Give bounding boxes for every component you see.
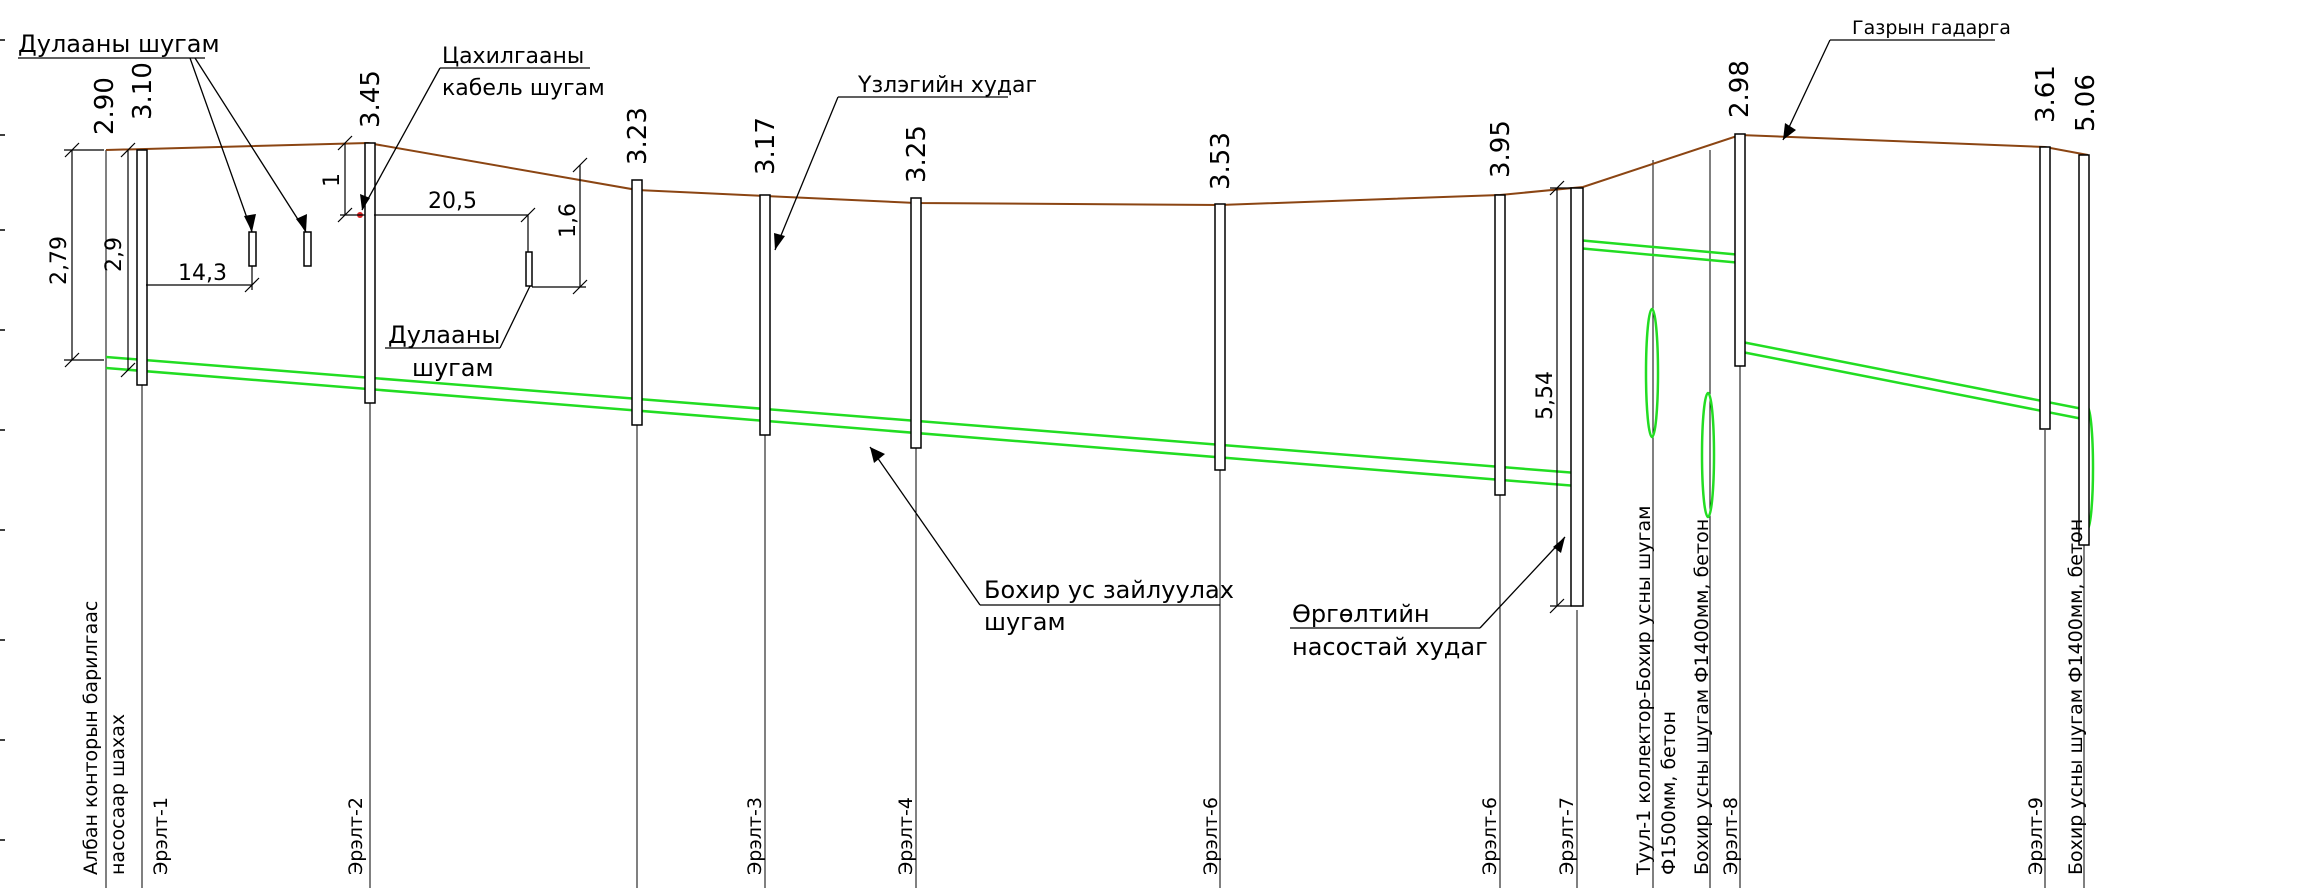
callout-inspection-well: Үзлэгийн худаг <box>857 73 1037 98</box>
callout-leaders <box>18 39 1995 629</box>
elevation-label: 3.17 <box>751 117 781 175</box>
elevation-label: 2.90 <box>90 77 120 135</box>
column-label: Бохир усны шугам Ф1400мм, бетон <box>2065 519 2087 875</box>
dimension-text: 2,79 <box>47 236 72 285</box>
column-label: Эрэлт-6 <box>1200 797 1222 875</box>
callout-arrowheads <box>244 123 1796 553</box>
callout-ground-surface: Газрын гадарга <box>1852 17 2011 39</box>
elevation-label: 3.25 <box>902 125 932 183</box>
left-border-ticks <box>0 39 5 841</box>
callout-sewer-line1: Бохир ус зайлуулах <box>984 576 1234 604</box>
dimension-text: 2,9 <box>102 237 127 272</box>
column-label: Албан конторын барилгаас <box>80 601 102 875</box>
dimension-text: 14,3 <box>178 261 227 286</box>
dimension-text: 5,54 <box>1533 371 1558 420</box>
dimension-lines <box>64 135 1572 614</box>
column-label: Ф1500мм, бетон <box>1658 711 1680 875</box>
elevation-label: 3.10 <box>128 62 158 120</box>
column-label: Туул-1 коллектор-Бохир усны шугам <box>1633 506 1655 876</box>
elevation-label: 3.95 <box>1486 120 1516 178</box>
manhole-wells <box>136 133 2090 607</box>
elevation-label: 3.45 <box>356 70 386 128</box>
heat-pipe-markers <box>248 231 533 287</box>
callout-telecom-line2: кабель шугам <box>442 76 605 101</box>
dimension-text: 1,6 <box>556 203 581 238</box>
station-lines <box>105 150 2085 888</box>
column-label: Эрэлт-3 <box>744 797 766 875</box>
sewer-pipelines <box>105 238 2095 532</box>
callout-sewer-line2: шугам <box>984 608 1066 636</box>
dimension-text: 20,5 <box>428 189 477 214</box>
callout-pump-well-line2: насостай худаг <box>1292 633 1488 661</box>
column-label: Эрэлт-9 <box>2025 797 2047 875</box>
column-label: Эрэлт-7 <box>1556 797 1578 875</box>
ground-surface-line <box>105 133 2089 207</box>
elevation-label: 3.53 <box>1206 132 1236 190</box>
column-label: Эрэлт-2 <box>345 797 367 875</box>
column-label: Эрэлт-6 <box>1479 797 1501 875</box>
callout-pump-well-line1: Өргөлтийн <box>1292 600 1430 628</box>
elevation-label: 5.06 <box>2071 74 2101 132</box>
elevation-label: 2.98 <box>1725 60 1755 118</box>
column-label: насосаар шахах <box>107 714 129 875</box>
elevation-label: 3.23 <box>623 107 653 165</box>
column-label: Эрэлт-1 <box>150 797 172 875</box>
column-label: Бохир усны шугам Ф1400мм, бетон <box>1691 519 1713 875</box>
callout-heat-pipe-mid-line2: шугам <box>412 354 494 382</box>
column-label: Эрэлт-8 <box>1720 797 1742 875</box>
elevation-label: 3.61 <box>2031 65 2061 123</box>
callout-heat-pipe-mid-line1: Дулааны <box>388 321 500 349</box>
callout-heat-pipe-top: Дулааны шугам <box>18 30 220 58</box>
callout-telecom-line1: Цахилгааны <box>442 44 584 69</box>
column-label: Эрэлт-4 <box>895 797 917 875</box>
dimension-text: 1 <box>320 173 345 187</box>
